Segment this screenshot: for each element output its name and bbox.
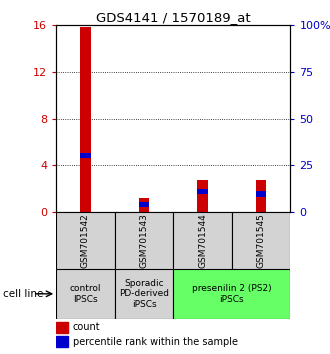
Text: GSM701542: GSM701542 xyxy=(81,213,90,268)
Text: cell line: cell line xyxy=(3,289,44,299)
Text: percentile rank within the sample: percentile rank within the sample xyxy=(73,337,238,347)
FancyBboxPatch shape xyxy=(115,212,173,269)
Bar xyxy=(56,322,68,333)
FancyBboxPatch shape xyxy=(173,269,290,319)
FancyBboxPatch shape xyxy=(232,212,290,269)
Text: count: count xyxy=(73,322,100,332)
FancyBboxPatch shape xyxy=(173,212,232,269)
FancyBboxPatch shape xyxy=(115,269,173,319)
Bar xyxy=(139,198,149,212)
Text: GSM701543: GSM701543 xyxy=(140,213,148,268)
Text: control
IPSCs: control IPSCs xyxy=(70,284,101,303)
Text: GSM701544: GSM701544 xyxy=(198,213,207,268)
FancyBboxPatch shape xyxy=(56,269,115,319)
Bar xyxy=(139,202,149,207)
Bar xyxy=(256,179,266,212)
Text: GSM701545: GSM701545 xyxy=(257,213,266,268)
Text: Sporadic
PD-derived
iPSCs: Sporadic PD-derived iPSCs xyxy=(119,279,169,309)
Bar xyxy=(197,179,208,212)
Bar xyxy=(256,191,266,196)
Text: presenilin 2 (PS2)
iPSCs: presenilin 2 (PS2) iPSCs xyxy=(192,284,272,303)
FancyBboxPatch shape xyxy=(56,212,115,269)
Bar xyxy=(197,189,208,194)
Bar xyxy=(80,27,91,212)
Title: GDS4141 / 1570189_at: GDS4141 / 1570189_at xyxy=(96,11,250,24)
Bar xyxy=(56,336,68,347)
Bar xyxy=(80,153,91,158)
